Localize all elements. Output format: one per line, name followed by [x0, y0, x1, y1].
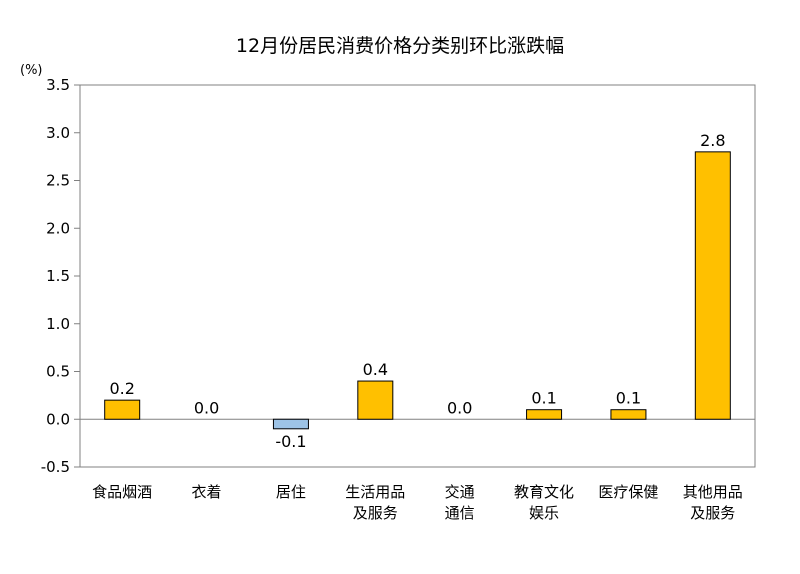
category-label: 及服务 [353, 504, 398, 522]
data-label: -0.1 [275, 432, 306, 451]
bars [104, 151, 731, 430]
category-label: 食品烟酒 [92, 483, 152, 501]
data-label: 0.1 [531, 389, 556, 408]
data-label: 0.0 [194, 398, 219, 417]
data-labels: 0.2 0.0 -0.1 0.4 0.0 0.1 0.1 2.8 [109, 131, 725, 451]
category-label: 娱乐 [529, 504, 559, 522]
y-tick-label: 1.0 [46, 315, 70, 333]
category-label: 生活用品 [345, 483, 405, 501]
category-label: 及服务 [690, 504, 735, 522]
y-axis-ticks: 3.5 3.0 2.5 2.0 1.5 1.0 0.5 0.0 -0.5 [41, 76, 80, 476]
data-label: 0.1 [616, 389, 641, 408]
bar [357, 380, 394, 420]
plot-area-frame [79, 84, 756, 468]
bar [104, 399, 141, 420]
category-label: 交通 [445, 483, 475, 501]
data-label: 2.8 [700, 131, 725, 150]
bar [694, 151, 731, 420]
data-label: 0.0 [447, 398, 472, 417]
y-axis-unit: (%) [20, 63, 43, 78]
category-label: 衣着 [192, 483, 222, 501]
y-tick-label: 3.0 [46, 124, 70, 142]
data-label: 0.4 [363, 360, 388, 379]
category-label: 医疗保健 [598, 483, 658, 501]
category-label: 其他用品 [683, 483, 743, 501]
chart-title: 12月份居民消费价格分类别环比涨跌幅 [236, 35, 564, 57]
y-tick-label: 2.0 [46, 219, 70, 237]
y-tick-label: 2.5 [46, 172, 70, 190]
y-tick-label: 0.5 [46, 363, 70, 381]
category-label: 居住 [276, 483, 306, 501]
y-tick-label: 1.5 [46, 267, 70, 285]
data-label: 0.2 [109, 379, 134, 398]
y-tick-label: 0.0 [46, 410, 70, 428]
bar [272, 418, 309, 430]
category-label: 通信 [445, 504, 475, 522]
category-label: 教育文化 [514, 483, 574, 501]
y-tick-label: 3.5 [46, 76, 70, 94]
y-tick-label: -0.5 [41, 458, 70, 476]
bar [526, 409, 563, 420]
bar [610, 409, 647, 420]
